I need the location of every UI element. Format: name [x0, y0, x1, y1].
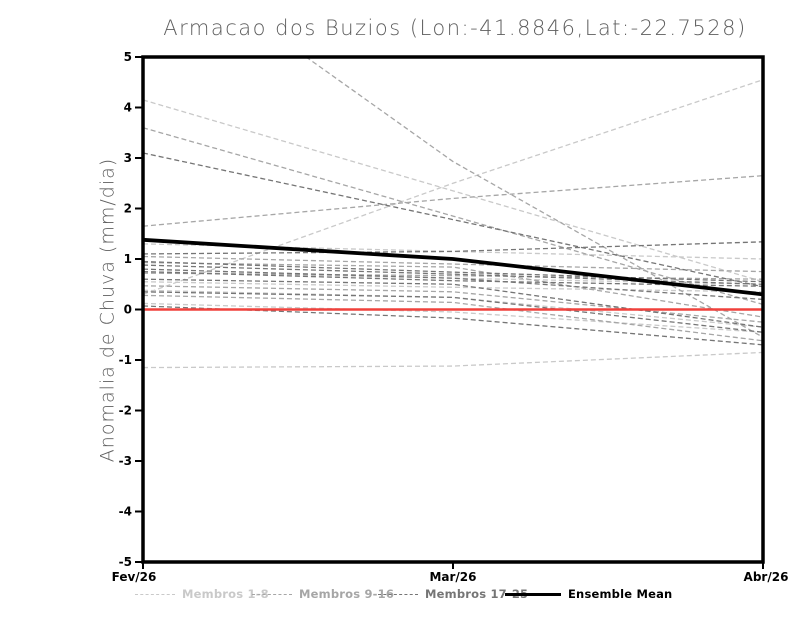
y-tick-label: -5: [119, 555, 132, 569]
legend-label: Membros 1-8: [182, 587, 269, 601]
member-line: [143, 281, 763, 293]
legend-label: Membros 9-16: [299, 587, 395, 601]
legend-item-membros-1-8: Membros 1-8: [135, 586, 269, 602]
y-tick-label: 0: [124, 303, 132, 317]
member-line: [143, 127, 763, 306]
y-tick-label: 1: [124, 252, 132, 266]
dashed-line-swatch: [378, 593, 418, 595]
member-line: [143, 243, 763, 260]
y-tick-label: -2: [119, 404, 132, 418]
solid-line-swatch: [505, 592, 561, 596]
member-line: [305, 57, 763, 338]
member-line: [143, 351, 763, 369]
member-line: [143, 264, 763, 285]
legend-label: Membros 17-25: [425, 587, 529, 601]
member-line: [143, 241, 763, 255]
x-tick-label: Fev/26: [112, 570, 157, 584]
member-line: [143, 99, 763, 283]
member-line: [143, 152, 763, 288]
member-line: [143, 79, 763, 295]
y-tick-label: -3: [119, 454, 132, 468]
member-line: [143, 285, 763, 323]
y-axis-label: Anomalia de Chuva (mm/dia): [96, 157, 119, 463]
chart-legend: Membros 1-8 Membros 9-16 Membros 17-25 E…: [0, 586, 800, 606]
mean-line: [143, 237, 763, 297]
dashed-line-swatch: [252, 593, 292, 595]
legend-item-ensemble-mean: Ensemble Mean: [505, 586, 672, 602]
chart-title: Armacao dos Buzios (Lon:-41.8846,Lat:-22…: [163, 16, 747, 40]
dashed-line-swatch: [135, 593, 175, 595]
legend-label: Ensemble Mean: [568, 587, 673, 601]
y-tick-label: 2: [124, 202, 132, 216]
member-line: [143, 255, 763, 273]
legend-item-membros-17-25: Membros 17-25: [378, 586, 528, 602]
member-line: [143, 260, 763, 283]
y-tick-label: -4: [119, 505, 132, 519]
y-tick-label: 4: [124, 101, 132, 115]
y-tick-label: 3: [124, 151, 132, 165]
x-tick-label: Abr/26: [744, 570, 789, 584]
legend-item-membros-9-16: Membros 9-16: [252, 586, 394, 602]
y-tick-label: 5: [124, 50, 132, 64]
member-line: [143, 278, 763, 328]
y-tick-label: -1: [119, 353, 132, 367]
member-line: [143, 291, 763, 333]
member-line: [143, 305, 763, 346]
x-tick-label: Mar/26: [429, 570, 476, 584]
